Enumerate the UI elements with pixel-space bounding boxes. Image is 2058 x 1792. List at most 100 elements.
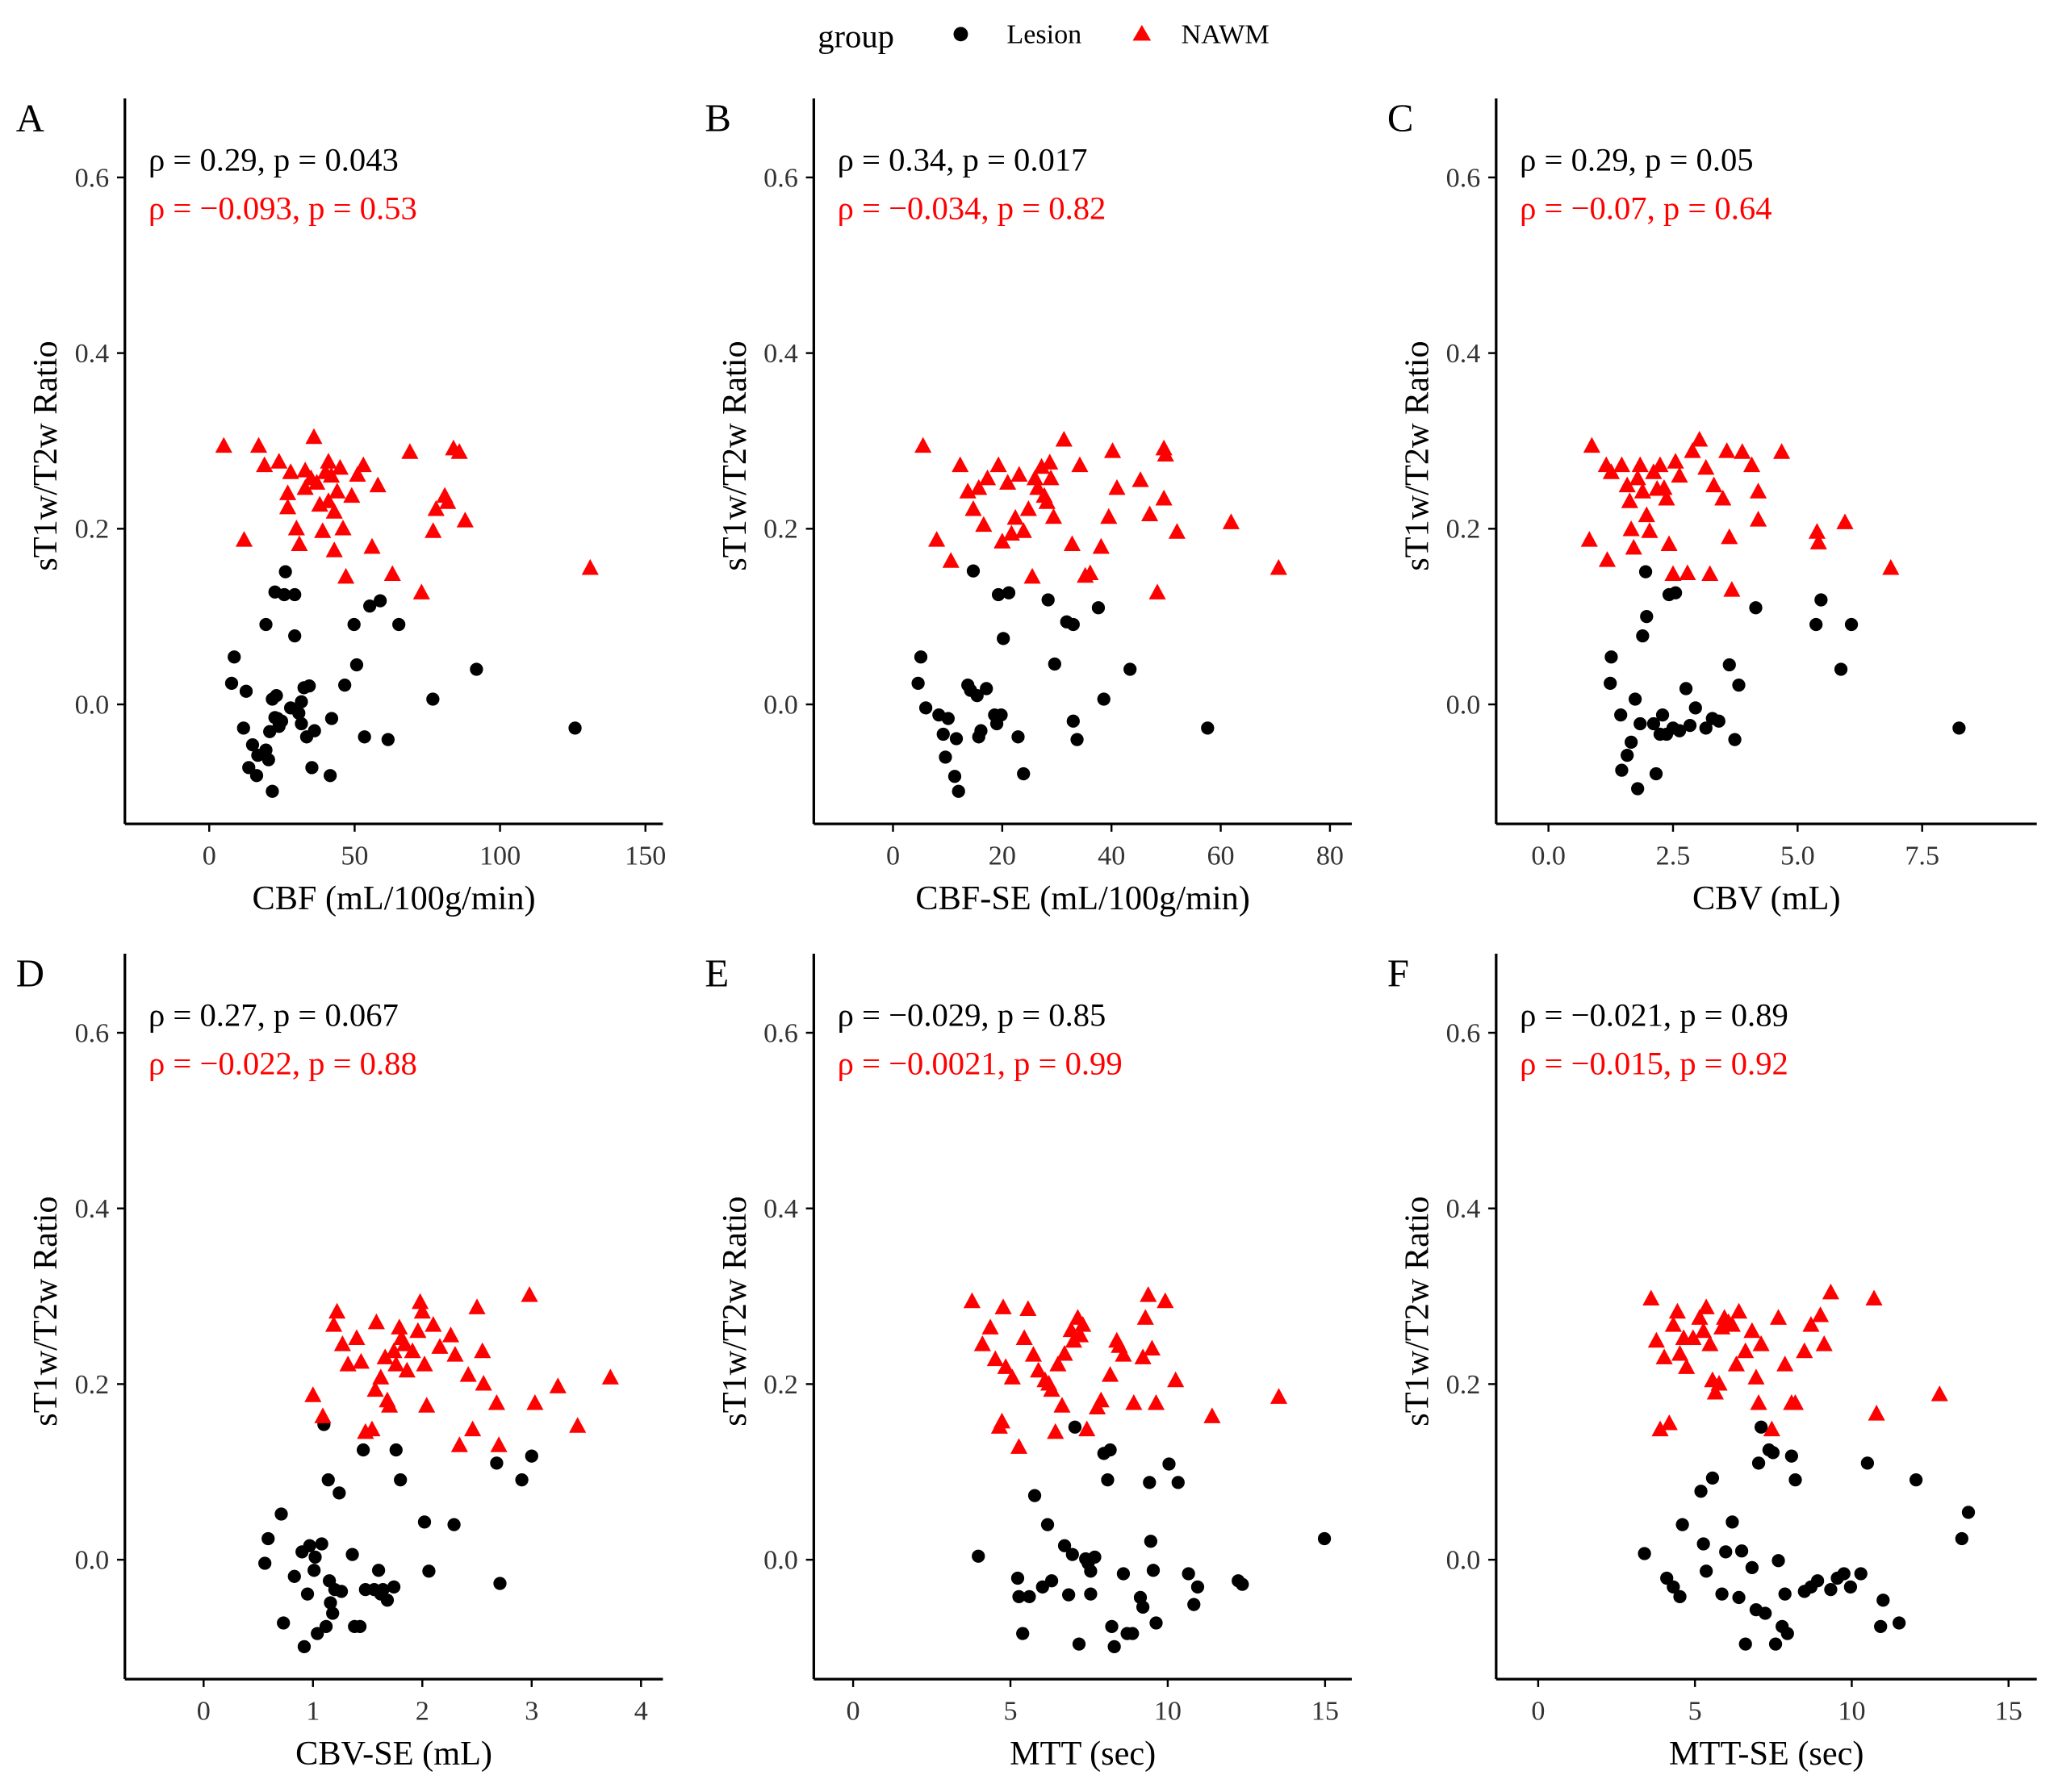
nawm-point <box>970 478 988 495</box>
nawm-point <box>601 1368 619 1385</box>
legend: group Lesion NAWM <box>818 19 1269 55</box>
nawm-point <box>383 565 401 582</box>
nawm-point <box>1718 442 1736 458</box>
lesion-point <box>1010 1571 1025 1585</box>
lesion-point <box>1016 1627 1030 1640</box>
nawm-point <box>425 522 442 538</box>
nawm-point <box>1815 1335 1833 1351</box>
lesion-point <box>991 587 1006 602</box>
legend-nawm-marker <box>1132 24 1152 41</box>
lesion-point <box>1068 1420 1082 1434</box>
nawm-point <box>416 1355 433 1372</box>
nawm-point <box>354 456 372 473</box>
lesion-point <box>249 769 264 783</box>
nawm-point <box>1598 551 1617 567</box>
lesion-point <box>1844 617 1859 632</box>
lesion-point <box>307 724 321 737</box>
nawm-point <box>1270 558 1287 575</box>
nawm-point <box>1583 437 1600 453</box>
nawm-point <box>1100 508 1118 524</box>
nawm-point <box>1136 1309 1154 1325</box>
lesion-point <box>1628 692 1642 706</box>
nawm-point <box>1651 456 1669 473</box>
lesion-point <box>1722 658 1736 672</box>
nawm-point <box>352 1352 370 1369</box>
lesion-point <box>303 1539 316 1552</box>
lesion-point <box>1625 735 1638 749</box>
x-tick-label: 40 <box>1098 841 1125 871</box>
lesion-point <box>1694 1485 1708 1498</box>
lesion-point <box>1672 724 1687 737</box>
nawm-point <box>521 1286 538 1302</box>
lesion-point <box>1317 1531 1332 1546</box>
lesion-point <box>1712 714 1725 728</box>
nawm-point <box>1668 1302 1686 1319</box>
nawm-point <box>569 1417 587 1433</box>
lesion-point <box>1860 1456 1875 1470</box>
nawm-point <box>1679 564 1696 580</box>
lesion-point <box>1909 1472 1923 1487</box>
nawm-point <box>270 453 288 469</box>
nawm-point <box>1808 523 1826 539</box>
nawm-point <box>1029 478 1047 495</box>
x-tick-label: 3 <box>525 1697 538 1727</box>
nawm-point <box>398 1361 416 1378</box>
y-tick-label: 0.4 <box>75 339 110 369</box>
nawm-point <box>334 519 352 536</box>
lesion-point <box>389 1443 403 1457</box>
nawm-point <box>1684 1329 1702 1345</box>
lesion-point <box>1719 1545 1733 1559</box>
lesion-point <box>1097 692 1111 706</box>
nawm-point <box>1019 499 1037 516</box>
lesion-point <box>245 737 260 752</box>
lesion-point <box>525 1449 538 1463</box>
nawm-point <box>314 522 332 538</box>
nawm-point <box>1822 1283 1839 1300</box>
lesion-point <box>261 1531 275 1546</box>
lesion-point <box>1732 1590 1746 1605</box>
nawm-point <box>1664 1316 1682 1332</box>
lesion-point <box>1017 767 1031 781</box>
lesion-point <box>315 1537 328 1551</box>
nawm-point <box>1660 1414 1678 1431</box>
nawm-point <box>549 1377 567 1393</box>
nawm-point <box>1752 1335 1770 1351</box>
nawm-point <box>1613 456 1630 473</box>
nawm-point <box>526 1393 544 1410</box>
nawm-point <box>1148 583 1166 599</box>
lesion-point <box>261 753 275 767</box>
lesion-point <box>1072 1637 1086 1651</box>
lesion-point <box>447 1518 461 1531</box>
nawm-point <box>1125 1393 1143 1410</box>
panel-b: B 0.0 0.2 0.4 0.6 0 20 40 60 80 CBF-SE (mL/100g/mi… <box>705 97 1352 917</box>
lesion-point <box>1784 1449 1798 1463</box>
nawm-point <box>331 458 349 475</box>
nawm-point <box>1691 431 1709 447</box>
y-tick-label: 0.6 <box>75 1018 110 1048</box>
lesion-point <box>1621 749 1634 762</box>
annotation-nawm: ρ = −0.093, p = 0.53 <box>148 190 417 227</box>
lesion-point <box>236 721 250 735</box>
lesion-point <box>1646 716 1661 731</box>
lesion-point <box>1061 1588 1076 1602</box>
lesion-point <box>1012 1589 1026 1603</box>
lesion-point <box>1699 721 1713 735</box>
lesion-point <box>1105 1619 1119 1633</box>
y-tick-label: 0.4 <box>763 339 798 369</box>
nawm-point <box>333 1335 351 1351</box>
nawm-point <box>1032 457 1051 474</box>
annotation-nawm: ρ = −0.034, p = 0.82 <box>838 190 1106 227</box>
nawm-point <box>1131 471 1149 487</box>
nawm-point <box>1776 1355 1794 1372</box>
lesion-point <box>381 733 395 746</box>
lesion-point <box>1854 1567 1868 1581</box>
lesion-point <box>1640 610 1654 624</box>
nawm-point <box>1006 508 1024 525</box>
nawm-point <box>952 456 969 473</box>
x-tick-label: 4 <box>634 1697 648 1727</box>
lesion-point <box>1048 657 1061 671</box>
nawm-point <box>287 519 305 536</box>
nawm-point <box>1809 533 1827 549</box>
lesion-point <box>295 695 308 708</box>
